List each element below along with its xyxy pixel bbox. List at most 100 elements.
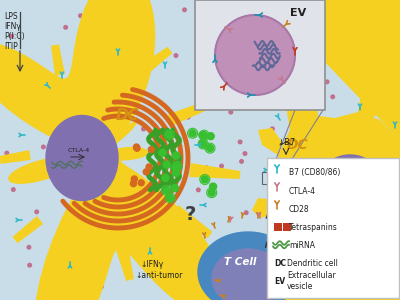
Text: Tetraspanins: Tetraspanins	[289, 223, 338, 232]
Bar	[283, 223, 291, 231]
Circle shape	[181, 224, 185, 228]
Circle shape	[371, 204, 374, 208]
Circle shape	[172, 184, 178, 191]
Circle shape	[88, 57, 92, 61]
Text: DC: DC	[287, 138, 309, 152]
Bar	[267, 158, 399, 298]
Circle shape	[27, 245, 31, 249]
Polygon shape	[113, 238, 134, 281]
Circle shape	[216, 57, 220, 61]
Circle shape	[254, 258, 258, 262]
Circle shape	[199, 140, 206, 147]
Text: miRNA: miRNA	[289, 241, 315, 250]
Circle shape	[94, 36, 97, 40]
Circle shape	[10, 34, 14, 38]
Polygon shape	[358, 80, 390, 118]
Circle shape	[148, 147, 154, 153]
Polygon shape	[0, 150, 31, 164]
Circle shape	[100, 285, 103, 289]
Circle shape	[264, 74, 268, 77]
Text: CTLA-4: CTLA-4	[289, 187, 316, 196]
Circle shape	[244, 73, 248, 76]
Circle shape	[372, 205, 376, 208]
Circle shape	[244, 76, 247, 79]
Circle shape	[189, 130, 196, 137]
Circle shape	[131, 176, 137, 182]
Ellipse shape	[198, 232, 298, 300]
Circle shape	[217, 263, 221, 267]
Circle shape	[207, 133, 214, 140]
Circle shape	[334, 192, 337, 196]
Circle shape	[162, 174, 169, 182]
Circle shape	[243, 152, 247, 155]
Circle shape	[64, 26, 68, 29]
Circle shape	[42, 145, 45, 149]
Circle shape	[208, 189, 215, 196]
Text: EV: EV	[274, 277, 285, 286]
Circle shape	[316, 217, 320, 220]
Circle shape	[206, 145, 214, 152]
Circle shape	[88, 35, 91, 39]
Circle shape	[210, 183, 217, 190]
Circle shape	[370, 234, 374, 238]
Text: ?: ?	[184, 206, 196, 224]
Text: DC: DC	[116, 107, 140, 122]
Circle shape	[139, 69, 142, 73]
Circle shape	[114, 68, 118, 71]
Circle shape	[35, 210, 38, 214]
Circle shape	[141, 207, 144, 211]
Circle shape	[332, 123, 336, 127]
Circle shape	[5, 151, 9, 155]
Circle shape	[171, 256, 175, 260]
Polygon shape	[285, 85, 318, 130]
Circle shape	[35, 101, 38, 105]
Circle shape	[355, 179, 359, 182]
Text: Extracellular
vesicle: Extracellular vesicle	[287, 271, 336, 291]
Circle shape	[271, 127, 274, 130]
Text: Dendritic cell: Dendritic cell	[287, 259, 338, 268]
Circle shape	[174, 54, 178, 57]
Ellipse shape	[312, 155, 388, 235]
Circle shape	[144, 73, 147, 77]
Polygon shape	[12, 216, 43, 243]
Bar	[262, 172, 280, 184]
Text: ↓IFNγ: ↓IFNγ	[140, 260, 163, 269]
Circle shape	[174, 163, 181, 170]
Circle shape	[258, 76, 262, 80]
Polygon shape	[51, 44, 65, 76]
Circle shape	[72, 195, 75, 198]
Circle shape	[17, 84, 20, 88]
Circle shape	[172, 152, 180, 159]
Circle shape	[229, 110, 233, 114]
Circle shape	[28, 263, 32, 267]
Polygon shape	[126, 47, 172, 86]
Circle shape	[159, 149, 166, 156]
Circle shape	[112, 222, 116, 226]
Text: ITIP: ITIP	[4, 42, 18, 51]
Circle shape	[163, 187, 170, 194]
Circle shape	[215, 15, 295, 95]
Circle shape	[142, 127, 145, 131]
Circle shape	[101, 187, 104, 190]
Circle shape	[86, 98, 89, 101]
Circle shape	[183, 8, 186, 12]
Polygon shape	[258, 128, 282, 155]
Circle shape	[325, 80, 329, 84]
Circle shape	[240, 160, 243, 163]
Text: T Cell: T Cell	[224, 257, 256, 267]
Circle shape	[134, 145, 140, 151]
Circle shape	[135, 91, 138, 94]
Circle shape	[12, 188, 15, 191]
Text: CTLA-4: CTLA-4	[68, 148, 90, 153]
Circle shape	[342, 126, 346, 129]
Text: B7 (CD80/86): B7 (CD80/86)	[289, 169, 340, 178]
Polygon shape	[72, 28, 114, 85]
Text: ↓B7: ↓B7	[277, 138, 295, 147]
Circle shape	[199, 132, 206, 139]
Circle shape	[201, 176, 208, 183]
Bar	[195, 0, 325, 110]
Circle shape	[220, 253, 224, 256]
Circle shape	[344, 258, 348, 261]
Circle shape	[143, 169, 149, 175]
Circle shape	[91, 22, 94, 25]
